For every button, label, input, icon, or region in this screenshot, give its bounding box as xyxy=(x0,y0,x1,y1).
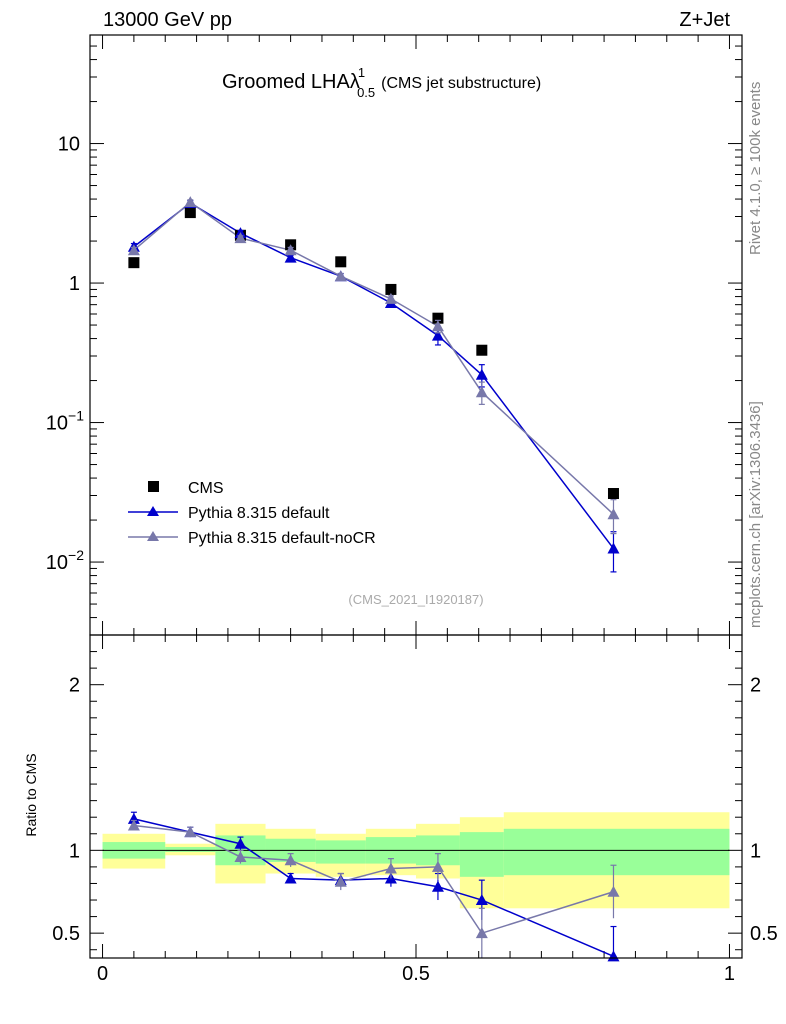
ratio-y-tick-label-right: 1 xyxy=(750,840,761,862)
plot-title-main: Groomed LHA xyxy=(222,71,350,93)
analysis-id: (CMS_2021_I1920187) xyxy=(348,592,483,607)
cms-point xyxy=(184,207,196,219)
rivet-label: Rivet 4.1.0, ≥ 100k events xyxy=(747,82,764,255)
plot-title-sup: 1 xyxy=(358,65,365,80)
ratio-y-tick-label: 0.5 xyxy=(52,923,80,945)
cms-point xyxy=(476,344,488,356)
legend-default-marker xyxy=(147,506,159,516)
x-tick-label: 0 xyxy=(97,963,108,985)
plot-title: Groomed LHAλ1 0.5 (CMS jet substructure) xyxy=(222,65,541,100)
mc-point-2 xyxy=(384,292,397,304)
ratio-point-1 xyxy=(431,860,444,872)
y-tick-label: 10−1 xyxy=(46,408,84,435)
legend-default-label: Pythia 8.315 default xyxy=(188,505,330,522)
ratio-point-1 xyxy=(184,826,197,838)
legend-cms-marker xyxy=(148,481,159,492)
ratio-point-1 xyxy=(234,850,247,862)
mc-point-1 xyxy=(607,542,620,554)
mcplots-label: mcplots.cern.ch [arXiv:1306.3436] xyxy=(747,401,764,628)
ratio-point-0 xyxy=(431,880,444,892)
series-line-2 xyxy=(133,201,614,515)
green-band xyxy=(503,828,730,876)
y-tick-label: 10 xyxy=(58,134,80,156)
ratio-point-1 xyxy=(475,927,488,939)
plot-title-symbol: λ xyxy=(350,71,360,93)
ratio-panel: 2 2 1 1 0.5 0.5 0 0.5 1 xyxy=(52,634,778,985)
mc-point-2 xyxy=(234,232,247,244)
plot-title-suffix: (CMS jet substructure) xyxy=(381,75,541,92)
legend-nocr-label: Pythia 8.315 default-noCR xyxy=(188,530,376,547)
green-band xyxy=(459,832,504,877)
x-tick-label: 1 xyxy=(724,963,735,985)
y-tick-label: 10−2 xyxy=(46,547,84,574)
mc-point-1 xyxy=(475,368,488,380)
cms-point xyxy=(335,256,347,268)
cms-point xyxy=(607,488,619,500)
ratio-point-1 xyxy=(334,875,347,887)
ratio-ylabel: Ratio to CMS xyxy=(23,753,39,836)
ratio-point-0 xyxy=(607,950,620,962)
mc-point-1 xyxy=(431,329,444,341)
ratio-y-tick-label: 1 xyxy=(69,840,80,862)
legend: CMS Pythia 8.315 default Pythia 8.315 de… xyxy=(128,480,376,547)
ratio-point-1 xyxy=(127,819,140,831)
ratio-point-1 xyxy=(384,862,397,874)
legend-cms-label: CMS xyxy=(188,480,224,497)
y-tick-label: 1 xyxy=(69,273,80,295)
legend-nocr-marker xyxy=(147,531,159,541)
main-panel: 10 1 10−1 10−2 xyxy=(46,34,743,636)
mc-point-2 xyxy=(334,270,347,282)
ratio-point-0 xyxy=(475,894,488,906)
ratio-y-tick-label: 2 xyxy=(69,675,80,697)
mc-point-2 xyxy=(431,320,444,332)
mc-point-2 xyxy=(284,244,297,256)
ratio-point-0 xyxy=(234,837,247,849)
ratio-frame xyxy=(89,634,743,959)
mc-point-2 xyxy=(475,386,488,398)
header-left: 13000 GeV pp xyxy=(103,9,232,31)
green-band xyxy=(315,840,366,864)
header-right: Z+Jet xyxy=(679,9,730,31)
cms-point xyxy=(128,257,140,269)
ratio-y-tick-label-right: 0.5 xyxy=(750,923,778,945)
x-tick-label: 0.5 xyxy=(402,963,430,985)
plot-title-sub: 0.5 xyxy=(357,85,375,100)
mc-point-1 xyxy=(284,251,297,263)
cms-point xyxy=(432,312,444,324)
ratio-y-tick-label-right: 2 xyxy=(750,675,761,697)
mc-point-2 xyxy=(607,508,620,520)
ratio-point-1 xyxy=(284,854,297,866)
mc-point-2 xyxy=(127,244,140,256)
mc-point-2 xyxy=(184,196,197,208)
ratio-point-1 xyxy=(607,885,620,897)
ratio-point-0 xyxy=(284,872,297,884)
cms-point xyxy=(385,283,397,295)
green-band xyxy=(165,847,216,852)
